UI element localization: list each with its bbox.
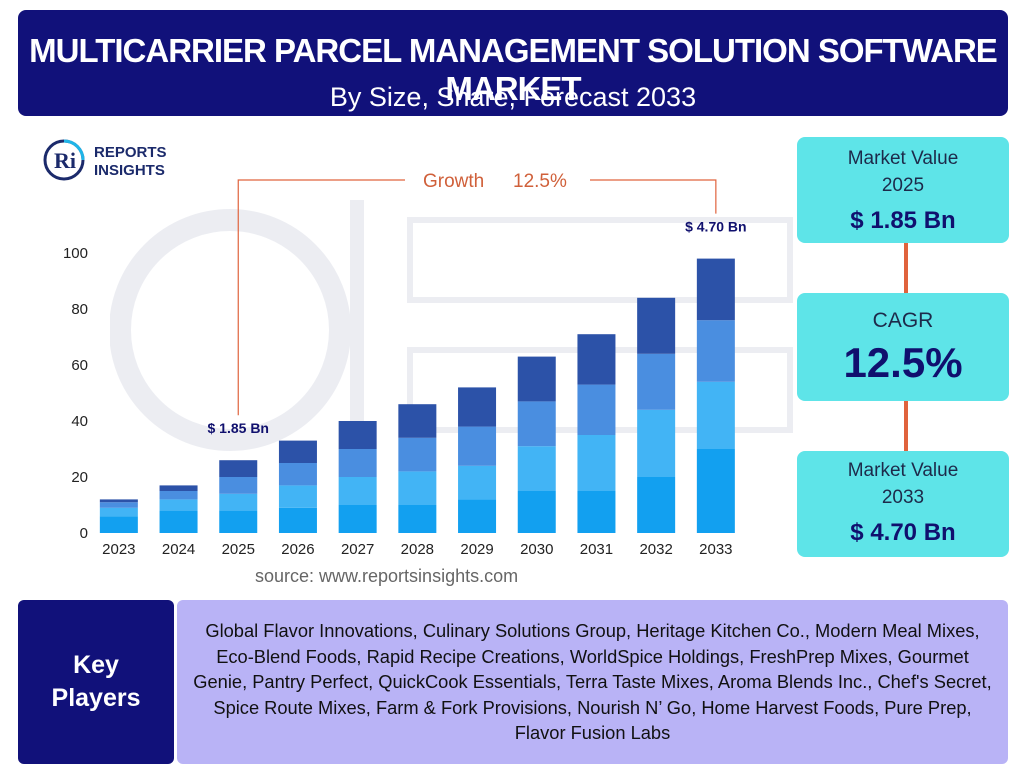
logo-line-1: REPORTS	[94, 144, 167, 161]
bar-2029-segment-3	[458, 426, 497, 466]
market-value-2033-card: Market Value 2033 $ 4.70 Bn	[797, 451, 1009, 557]
bar-2023-segment-1	[99, 516, 138, 533]
logo-mark-text: Ri	[54, 148, 76, 173]
y-tick-label: 20	[71, 469, 88, 486]
cagr-card: CAGR 12.5%	[797, 293, 1009, 401]
card-2-label: CAGR	[872, 309, 934, 332]
bar-2025-segment-4	[219, 460, 258, 477]
market-value-2025-card: Market Value 2025 $ 1.85 Bn	[797, 137, 1009, 243]
bar-2030-segment-3	[517, 401, 556, 447]
logo-mark-icon: Ri	[43, 139, 85, 181]
bar-2029-segment-2	[458, 465, 497, 500]
key-players-list: Global Flavor Innovations, Culinary Solu…	[177, 600, 1008, 764]
bar-2028-segment-3	[398, 437, 437, 472]
bar-2032-segment-4	[637, 297, 676, 354]
card-1-label: Market Value	[847, 148, 959, 169]
bar-2023-segment-2	[99, 507, 138, 517]
bar-2033-segment-1	[696, 449, 735, 533]
bar-2026-segment-4	[278, 440, 317, 463]
bar-2027-segment-3	[338, 449, 377, 477]
x-tick-label: 2033	[699, 541, 732, 558]
connector-line-1	[904, 243, 908, 293]
x-tick-label: 2024	[162, 541, 195, 558]
y-tick-label: 100	[63, 245, 88, 262]
card-3-value: $ 4.70 Bn	[850, 519, 956, 546]
bar-2028-segment-1	[398, 505, 437, 533]
reports-insights-logo: Ri REPORTS INSIGHTS	[42, 138, 202, 188]
x-tick-label: 2031	[580, 541, 613, 558]
header-title: MULTICARRIER PARCEL MANAGEMENT SOLUTION …	[29, 32, 998, 107]
x-tick-label: 2027	[341, 541, 374, 558]
bar-2030-segment-4	[517, 356, 556, 402]
y-tick-label: 0	[80, 525, 88, 542]
bar-2032-segment-3	[637, 353, 676, 410]
bar-2030-segment-2	[517, 446, 556, 491]
y-tick-label: 80	[71, 301, 88, 318]
key-players-title: Key Players	[52, 649, 141, 715]
bar-2028-segment-2	[398, 471, 437, 505]
bar-2033-segment-3	[696, 320, 735, 382]
source-note: source: www.reportsinsights.com	[255, 566, 519, 586]
bar-2031-segment-3	[577, 384, 616, 435]
bar-2023-segment-4	[99, 499, 138, 503]
bar-2024-segment-4	[159, 485, 198, 491]
header-banner: By Size, Share, Forecast 2033 MULTICARRI…	[18, 10, 1008, 116]
bar-2025-segment-3	[219, 477, 258, 494]
bar-2029-segment-4	[458, 387, 497, 427]
x-tick-label: 2032	[639, 541, 672, 558]
value-annotation-2033: $ 4.70 Bn	[685, 219, 746, 235]
bar-2026-segment-3	[278, 463, 317, 486]
card-1-year: 2025	[881, 175, 925, 196]
header-subtitle: By Size, Share, Forecast 2033	[329, 82, 697, 112]
x-tick-label: 2030	[520, 541, 553, 558]
bar-2023-segment-3	[99, 502, 138, 508]
bar-2030-segment-1	[517, 491, 556, 533]
card-1-value: $ 1.85 Bn	[850, 207, 956, 234]
bar-2024-segment-3	[159, 491, 198, 500]
value-annotation-2025: $ 1.85 Bn	[208, 420, 269, 436]
x-tick-label: 2026	[281, 541, 314, 558]
bar-2026-segment-1	[278, 507, 317, 533]
bar-2025-segment-1	[219, 510, 258, 533]
bar-2024-segment-1	[159, 510, 198, 533]
key-players-heading-box: Key Players	[18, 600, 174, 764]
card-2-value: 12.5%	[843, 339, 963, 386]
bar-2031-segment-1	[577, 491, 616, 533]
bar-2027-segment-4	[338, 421, 377, 449]
x-tick-label: 2029	[460, 541, 493, 558]
x-tick-label: 2023	[102, 541, 135, 558]
key-players-title-line-2: Players	[51, 684, 141, 712]
bar-2033-segment-4	[696, 258, 735, 321]
x-tick-label: 2028	[401, 541, 434, 558]
bar-2031-segment-2	[577, 435, 616, 491]
growth-label: Growth	[423, 171, 484, 192]
y-tick-label: 60	[71, 357, 88, 374]
bar-2031-segment-4	[577, 334, 616, 385]
growth-bracket-line	[237, 179, 717, 416]
bar-2032-segment-1	[637, 477, 676, 533]
card-3-label: Market Value	[847, 460, 959, 481]
bar-2024-segment-2	[159, 499, 198, 511]
bar-2027-segment-1	[338, 505, 377, 533]
y-tick-label: 40	[71, 413, 88, 430]
x-tick-label: 2025	[222, 541, 255, 558]
bar-2026-segment-2	[278, 485, 317, 508]
logo-line-2: INSIGHTS	[94, 162, 165, 179]
bar-2029-segment-1	[458, 499, 497, 533]
growth-value: 12.5%	[513, 171, 567, 192]
card-3-year: 2033	[881, 487, 925, 508]
bar-2027-segment-2	[338, 477, 377, 505]
logo-wordmark: REPORTS INSIGHTS	[94, 144, 167, 180]
stacked-bar-chart: 0 20 40 60 80 100 2023 2024 2025 2026 2027 2028 202…	[63, 171, 747, 558]
bar-2033-segment-2	[696, 381, 735, 449]
bar-2028-segment-4	[398, 404, 437, 438]
bar-2025-segment-2	[219, 493, 258, 511]
connector-line-2	[904, 401, 908, 451]
key-players-title-line-1: Key	[73, 651, 119, 679]
bar-2032-segment-2	[637, 409, 676, 477]
